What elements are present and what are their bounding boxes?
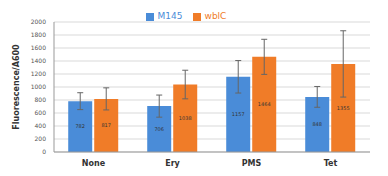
svg-text:800: 800: [35, 96, 47, 103]
svg-text:1157: 1157: [232, 111, 245, 117]
html-text:M145: M145: [157, 11, 183, 21]
html-text:wblC: wblC: [204, 11, 227, 21]
svg-text:817: 817: [101, 122, 111, 128]
svg-text:0: 0: [42, 148, 46, 155]
svg-text:706: 706: [154, 126, 164, 132]
svg-text:400: 400: [35, 122, 47, 129]
svg-text:2000: 2000: [31, 18, 46, 25]
svg-text:1600: 1600: [31, 44, 46, 51]
svg-text:1800: 1800: [31, 31, 46, 38]
svg-text:1464: 1464: [258, 101, 271, 107]
svg-text:1400: 1400: [31, 57, 46, 64]
svg-text:Ery: Ery: [165, 159, 180, 168]
svg-text:1355: 1355: [337, 105, 350, 111]
svg-text:1200: 1200: [31, 70, 46, 77]
svg-text:1038: 1038: [179, 115, 192, 121]
svg-text:PMS: PMS: [242, 159, 262, 168]
svg-text:600: 600: [35, 109, 47, 116]
svg-text:Fluorescence/A600: Fluorescence/A600: [12, 44, 21, 130]
svg-text:848: 848: [312, 121, 322, 127]
svg-text:Tet: Tet: [324, 159, 338, 168]
svg-text:None: None: [82, 159, 106, 168]
svg-text:200: 200: [35, 135, 47, 142]
svg-text:1000: 1000: [31, 83, 46, 90]
svg-text:782: 782: [75, 123, 85, 129]
